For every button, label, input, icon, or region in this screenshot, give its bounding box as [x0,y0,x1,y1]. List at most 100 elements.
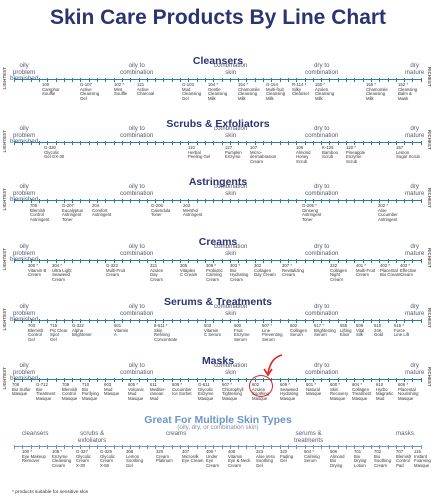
tick-mark [238,258,240,263]
product-label: 154 * Chamomile Cleansing Milk [238,82,264,102]
tick-mark [55,140,57,145]
product-label: 601 * Natural Masque [306,382,332,397]
tick-mark [404,377,406,382]
axis-label: oily to combination [120,183,154,197]
product-number: 401 * [356,263,367,268]
tick-mark [163,77,165,82]
tick-mark [387,377,389,382]
axis-label: oilyproblemblemished [10,125,38,145]
tick-mark [354,258,356,263]
tick-mark [304,444,306,449]
product-label: 709 Blemish Control Masque [62,382,88,402]
tick-mark [221,318,223,323]
product-label: 407 Microsilk Eye Cream [182,449,208,464]
tick-mark [196,77,198,82]
product-number: 110 [188,145,195,150]
tick-mark [14,77,15,82]
tick-mark [72,318,74,323]
lightest-label: LIGHTEST [2,67,7,90]
product-label: 309 * Probiotic Calming Cream [206,263,232,283]
product-label: 517 * Brightening Serum [314,323,340,338]
tick-mark [72,140,74,145]
product-label: 321 Azulen Day Cream [150,263,176,283]
axis-label: dry mature [405,183,425,197]
product-number: 605 * [128,382,139,387]
tick-mark [97,318,98,323]
tick-mark [72,77,74,82]
tick-mark [113,377,115,382]
product-label: 110 Herbal Peeling Gel [188,145,214,160]
tick-mark [287,444,289,449]
tick-mark [254,198,256,203]
tick-mark [296,258,298,263]
lightest-label: LIGHTEST [2,130,7,153]
tick-mark [387,444,389,449]
tick-mark [14,140,15,145]
product-label: 302 Collagen Day Cream [254,263,280,278]
tick-mark [171,258,173,263]
tick-mark [379,140,381,145]
tick-mark [337,258,339,263]
product-number: R-114 * [292,82,307,87]
category-label: serums & treatments [294,430,324,444]
tick-mark [337,77,339,82]
tick-mark [312,377,314,382]
tick-mark [304,318,306,323]
axis-label: dry mature [405,125,425,139]
tick-mark [271,318,273,323]
tick-mark [387,198,389,203]
tick-mark [171,444,173,449]
product-label: 402 * Placental Bio Cream [380,263,406,278]
product-number: 715 [50,323,58,328]
tick-mark [412,377,414,382]
tick-mark [312,444,314,449]
tick-mark [287,198,289,203]
tick-mark [379,77,381,82]
tick-mark [312,77,314,82]
product-number: 106 [296,145,304,150]
product-label: G-322 Alpha Brightener [72,323,98,338]
tick-mark [55,377,57,382]
product-label: 710 Bio Purifying Masque [82,382,108,402]
lightest-label: LIGHTEST [2,367,7,390]
product-number: G-323 [106,263,118,268]
tick-mark [130,198,132,203]
tick-mark [188,444,190,449]
tick-mark [312,258,314,263]
tick-mark [229,198,231,203]
axis-label: dry mature [405,62,425,76]
tick-mark [105,77,107,82]
product-label: 8-511 * Skin Refining Concentrate [154,323,180,343]
lightest-label: LIGHTEST [2,308,7,331]
axis-label: combination skin [214,362,248,376]
tick-mark [254,77,256,82]
tick-mark [279,377,281,382]
product-number: 708 [12,382,20,387]
product-label: 603 Mud Masque [104,382,130,397]
section-title: Astringents [188,176,248,188]
tick-mark [38,318,40,323]
tick-mark [130,258,132,263]
tick-mark [362,318,364,323]
tick-mark [395,77,397,82]
section-title: Scrubs & Exfoliators [166,118,270,130]
product-number: 701 [354,449,362,454]
category-label: masks [396,430,414,437]
tick-mark [196,318,198,323]
tick-mark [22,258,24,263]
product-number: 515 * [394,323,405,328]
product-label: 202 * Aloe Cucumber Astringent [378,203,404,223]
product-number: 702 [374,449,382,454]
tick-mark [279,198,281,203]
tick-mark [113,318,115,323]
tick-mark [387,258,389,263]
tick-mark [213,377,215,382]
product-number: 204 [92,203,100,208]
category-label: creams [166,430,187,437]
tick-mark [146,140,148,145]
tick-mark [271,140,273,145]
tick-mark [188,258,190,263]
tick-mark [14,444,15,449]
tick-mark [370,444,372,449]
product-number: G-330 [44,145,56,150]
